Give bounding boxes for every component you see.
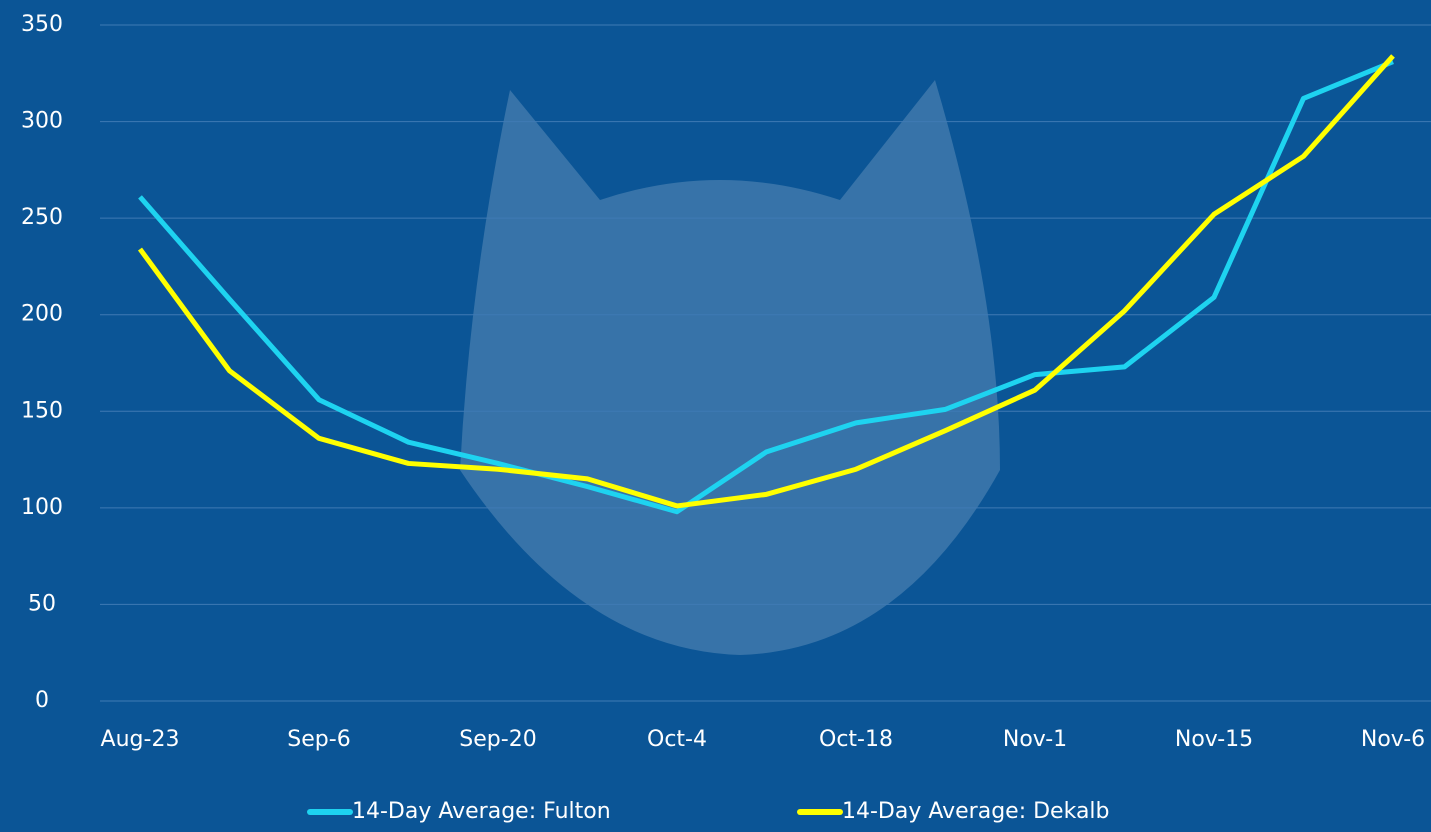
x-tick-label: Oct-4 <box>647 727 707 752</box>
x-tick-label: Nov-6 <box>1361 727 1425 752</box>
chart: 0 50 100 150 200 250 300 350 Aug-23 Sep-6 Sep-20 Oc… <box>0 0 1431 832</box>
x-tick-label: Aug-23 <box>101 727 180 752</box>
x-tick-label: Oct-18 <box>819 727 893 752</box>
y-tick-label: 100 <box>21 495 63 520</box>
x-tick-label: Nov-15 <box>1175 727 1253 752</box>
x-tick-label: Sep-6 <box>287 727 350 752</box>
y-tick-label: 250 <box>21 205 63 230</box>
y-tick-label: 300 <box>21 109 63 134</box>
x-tick-label: Nov-1 <box>1003 727 1067 752</box>
legend-label: 14-Day Average: Fulton <box>352 799 611 824</box>
y-tick-label: 350 <box>21 12 63 37</box>
x-tick-label: Sep-20 <box>459 727 536 752</box>
legend-label: 14-Day Average: Dekalb <box>842 799 1110 824</box>
y-tick-label: 200 <box>21 302 63 327</box>
y-tick-label: 50 <box>28 591 56 616</box>
y-tick-label: 0 <box>35 688 49 713</box>
y-tick-label: 150 <box>21 398 63 423</box>
